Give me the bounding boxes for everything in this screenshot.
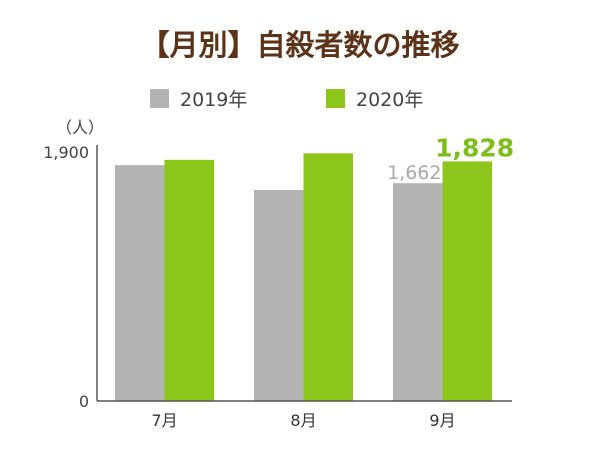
bar-2019年-8月 xyxy=(254,190,304,401)
bar-2019年-7月 xyxy=(115,165,165,401)
y-tick-zero: 0 xyxy=(79,392,89,411)
bar-2020年-8月 xyxy=(303,153,353,401)
legend-swatch-2019 xyxy=(150,89,169,108)
x-tick-label: 9月 xyxy=(429,411,455,430)
bar-2019年-9月 xyxy=(393,183,443,401)
bar-2020年-9月 xyxy=(442,161,492,401)
bars xyxy=(115,153,492,401)
legend-label-2020: 2020年 xyxy=(356,89,423,111)
x-tick-labels: 7月 8月 9月 xyxy=(151,411,455,430)
y-tick-max: 1,900 xyxy=(43,143,89,162)
legend-swatch-2020 xyxy=(326,89,345,108)
legend: 2019年 2020年 xyxy=(150,89,423,111)
bar-2020年-7月 xyxy=(164,159,214,401)
data-label: 1,662 xyxy=(387,162,441,184)
x-tick-label: 7月 xyxy=(151,411,177,430)
data-label: 1,828 xyxy=(435,133,514,162)
x-tick-label: 8月 xyxy=(290,411,316,430)
chart-title: 【月別】自殺者数の推移 xyxy=(140,28,459,62)
y-axis-unit-label: （人） xyxy=(56,118,104,137)
legend-label-2019: 2019年 xyxy=(180,89,247,111)
